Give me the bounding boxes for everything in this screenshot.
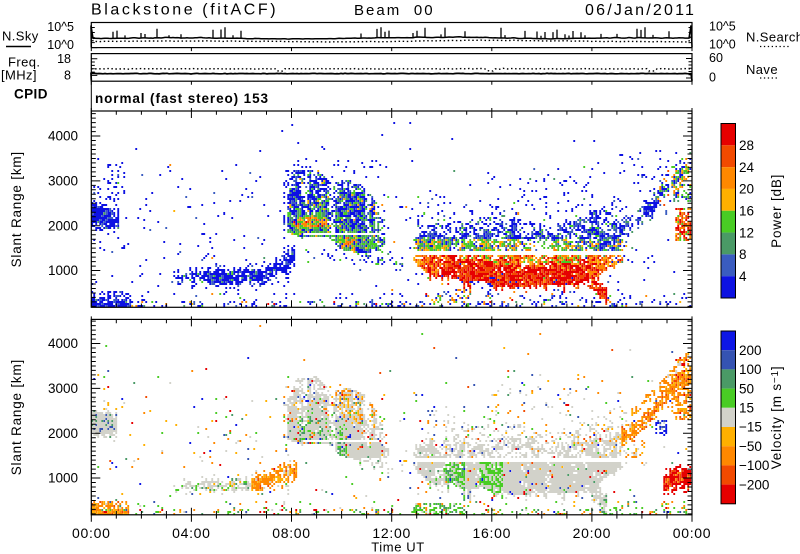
svg-text:10^0: 10^0 (709, 38, 736, 52)
svg-text:1000: 1000 (48, 263, 78, 278)
svg-text:16: 16 (739, 203, 754, 218)
svg-text:3000: 3000 (48, 381, 78, 396)
svg-text:2000: 2000 (48, 426, 78, 441)
svg-text:8: 8 (64, 69, 71, 83)
svg-text:50: 50 (739, 381, 754, 396)
svg-text:20: 20 (739, 182, 754, 197)
svg-text:4000: 4000 (48, 129, 78, 144)
svg-text:8: 8 (739, 247, 747, 262)
svg-text:3000: 3000 (48, 174, 78, 189)
svg-text:Time UT: Time UT (371, 540, 425, 554)
svg-text:Slant Range [km]: Slant Range [km] (9, 359, 24, 475)
svg-text:10^0: 10^0 (47, 38, 74, 52)
svg-text:00:00: 00:00 (72, 525, 111, 541)
svg-text:1000: 1000 (48, 471, 78, 486)
svg-text:−200: −200 (739, 477, 769, 492)
svg-text:10^5: 10^5 (709, 20, 736, 34)
svg-text:04:00: 04:00 (172, 525, 211, 541)
svg-text:−100: −100 (739, 458, 769, 473)
svg-text:08:00: 08:00 (272, 525, 311, 541)
svg-text:Blackstone (fitACF): Blackstone (fitACF) (91, 2, 278, 19)
svg-text:0: 0 (709, 71, 716, 85)
svg-text:06/Jan/2011: 06/Jan/2011 (585, 2, 696, 19)
svg-text:18: 18 (57, 52, 71, 66)
svg-text:−15: −15 (739, 420, 762, 435)
svg-text:12: 12 (739, 225, 754, 240)
svg-text:Velocity [m s−1]: Velocity [m s−1] (769, 366, 784, 470)
svg-text:4000: 4000 (48, 336, 78, 351)
svg-text:60: 60 (709, 51, 723, 65)
svg-text:15: 15 (739, 401, 754, 416)
svg-text:200: 200 (739, 343, 762, 358)
svg-text:12:00: 12:00 (372, 525, 411, 541)
svg-text:Beam 00: Beam 00 (354, 2, 435, 19)
svg-text:20:00: 20:00 (573, 525, 612, 541)
svg-text:24: 24 (739, 160, 755, 175)
svg-text:16:00: 16:00 (473, 525, 512, 541)
svg-text:100: 100 (739, 362, 762, 377)
svg-text:10^5: 10^5 (47, 20, 74, 34)
svg-text:28: 28 (739, 138, 754, 153)
svg-text:Power [dB]: Power [dB] (769, 174, 784, 248)
svg-text:[MHz]: [MHz] (1, 68, 37, 83)
svg-text:2000: 2000 (48, 218, 78, 233)
svg-text:Freq.: Freq. (8, 55, 40, 70)
svg-text:Slant Range [km]: Slant Range [km] (9, 151, 24, 267)
svg-text:N.Sky: N.Sky (2, 29, 39, 44)
svg-text:Nave: Nave (746, 62, 778, 77)
svg-text:−50: −50 (739, 439, 762, 454)
svg-text:N.Search: N.Search (746, 30, 800, 45)
svg-text:normal (fast stereo) 153: normal (fast stereo) 153 (95, 91, 269, 106)
svg-text:00:00: 00:00 (673, 525, 712, 541)
svg-text:CPID: CPID (14, 87, 48, 102)
svg-text:4: 4 (739, 269, 747, 284)
